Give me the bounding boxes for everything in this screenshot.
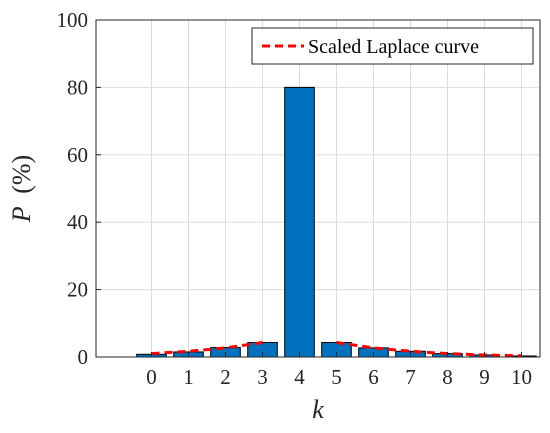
x-tick-label: 4: [294, 365, 305, 389]
y-tick-label: 80: [67, 75, 88, 99]
x-tick-label: 9: [479, 365, 490, 389]
legend-box: [251, 27, 534, 65]
y-axis-label-unit: (%): [7, 155, 36, 194]
y-tick-label: 60: [67, 143, 88, 167]
grid-lines: [96, 19, 540, 358]
laplace-curve: [151, 341, 522, 358]
x-tick-label: 6: [368, 365, 379, 389]
x-tick-label: 1: [183, 365, 194, 389]
y-axis-label: P (%): [7, 155, 36, 223]
y-tick-label: 20: [67, 278, 88, 302]
laplace-curve-left: [151, 341, 263, 356]
x-tick-label: 7: [405, 365, 416, 389]
legend: Scaled Laplace curve: [251, 27, 534, 65]
bars: [136, 86, 537, 358]
y-tick-labels: 0 20 40 60 80 100: [57, 8, 89, 369]
plot-frame: [95, 19, 541, 358]
x-tick-label: 5: [331, 365, 342, 389]
x-tick-label: 2: [220, 365, 231, 389]
y-tick-label: 0: [78, 345, 89, 369]
legend-label-laplace: Scaled Laplace curve: [308, 36, 479, 58]
x-tick-label: 0: [146, 365, 157, 389]
laplace-curve-right: [336, 341, 522, 358]
y-axis-label-symbol: P: [7, 206, 36, 223]
x-tick-labels: 0 1 2 3 4 5 6 7 8 9 10: [146, 365, 532, 389]
y-tick-label: 100: [57, 8, 89, 32]
x-axis-label: k: [312, 395, 324, 424]
x-tick-label: 3: [257, 365, 268, 389]
x-tick-label: 8: [442, 365, 453, 389]
bar: [284, 86, 315, 358]
x-tick-label: 10: [511, 365, 532, 389]
axis-ticks: [96, 19, 522, 358]
y-tick-label: 40: [67, 210, 88, 234]
